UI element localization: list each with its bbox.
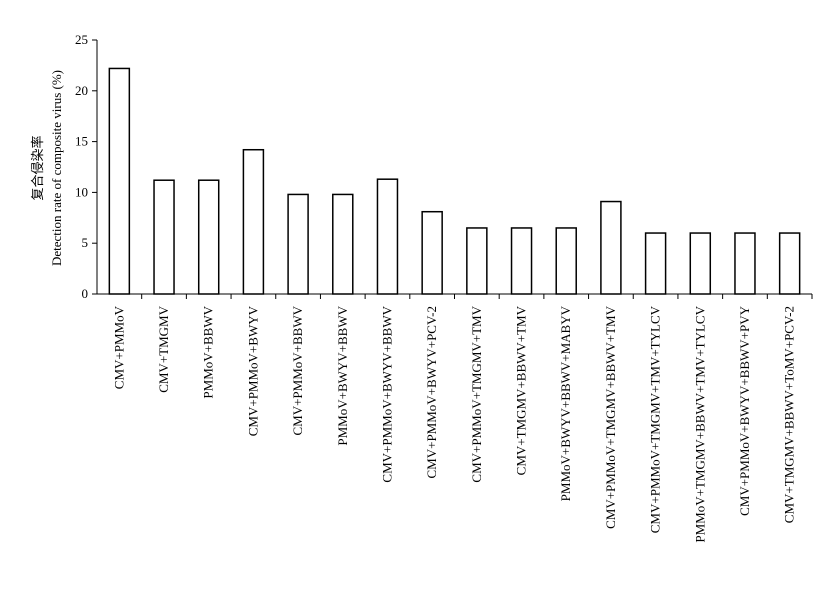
y-tick-label: 20: [75, 83, 88, 98]
x-tick-label: PMMoV+TMGMV+BBWV+TMV+TYLCV: [692, 305, 707, 542]
x-tick-label: CMV+TMGMV+BBWV+ToMV+PCV-2: [782, 306, 797, 523]
x-tick-label: PMMoV+BWYV+BBWV: [335, 305, 350, 445]
bars: [108, 67, 801, 295]
y-axis-title-english: Detection rate of composite virus (%): [49, 70, 64, 266]
x-tick-label: CMV+TMGMV: [156, 305, 171, 392]
bar: [421, 210, 443, 295]
x-tick-label: CMV+PMMoV+BWYV+BBWV+PVY: [737, 305, 752, 516]
bar: [510, 227, 533, 295]
x-tick-label: CMV+PMMoV+BWYV: [245, 305, 260, 436]
bar: [242, 148, 265, 295]
x-tick-label: CMV+TMGMV+BBWV+TMV: [514, 305, 529, 475]
x-tick-label: CMV+PMMoV+TMGMV+TMV: [469, 305, 484, 482]
x-tick-label: CMV+PMMoV+TMGMV+TMV+TYLCV: [648, 305, 663, 533]
bar: [466, 227, 488, 295]
y-axis-title: 复合侵染率 Detection rate of composite virus …: [30, 70, 64, 266]
x-tick-label: CMV+PMMoV: [111, 305, 126, 389]
bar: [376, 178, 399, 295]
x-tick-label: CMV+PMMoV+BWYV+BBWV: [379, 305, 394, 482]
x-tick-label: PMMoV+BBWV: [201, 305, 216, 398]
x-tick-label: CMV+PMMoV+BWYV+PCV-2: [424, 306, 439, 479]
bar: [332, 193, 354, 295]
x-tick-label: PMMoV+BWYV+BBWV+MABYV: [558, 305, 573, 501]
y-tick-label: 0: [82, 286, 89, 301]
x-axis-labels: CMV+PMMoV CMV+TMGMV PMMoV+BBWV CMV+PMMoV+BW…: [111, 294, 813, 543]
bar: [108, 67, 131, 295]
x-tick-label: CMV+PMMoV+BBWV: [290, 305, 305, 435]
bar: [287, 193, 309, 295]
y-tick-label: 5: [82, 235, 89, 250]
y-tick-label: 10: [75, 184, 88, 199]
bar: [197, 179, 220, 295]
bar: [600, 200, 622, 295]
y-tick-label: 15: [75, 134, 88, 149]
y-tick-label: 25: [75, 32, 88, 47]
bar: [689, 232, 712, 295]
bar: [778, 232, 801, 295]
y-axis: 0 5 10 15 20 25: [75, 32, 98, 301]
bar: [555, 227, 577, 295]
bar: [153, 179, 175, 295]
y-axis-title-chinese: 复合侵染率: [30, 135, 45, 200]
bar: [734, 232, 756, 295]
bar: [644, 232, 667, 295]
x-tick-label: CMV+PMMoV+TMGMV+BBWV+TMV: [603, 305, 618, 529]
